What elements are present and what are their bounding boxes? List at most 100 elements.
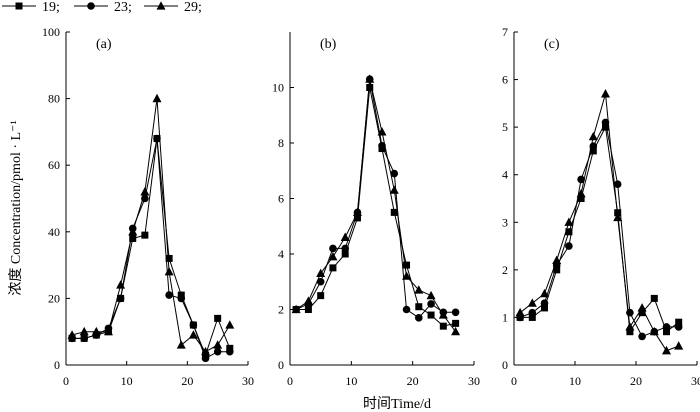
y-tick-label: 4 [278,247,284,261]
data-point [613,180,622,189]
legend-label: 19; [42,0,60,15]
data-point [451,308,460,317]
y-tick-label: 10 [272,81,284,95]
data-point [541,304,548,312]
y-tick-label: 100 [42,25,60,39]
data-point [674,341,684,350]
data-point [588,131,598,141]
data-point [79,326,89,336]
series-3 [515,89,684,355]
y-tick-label: 0 [54,358,60,372]
data-point [674,323,683,331]
x-tick-label: 10 [121,374,133,388]
series-line [296,87,456,327]
y-tick-label: 20 [48,291,60,305]
x-tick-label: 30 [691,374,700,388]
legend-item-1: 19; [2,0,60,15]
data-point [225,320,235,329]
chart-panel-2: 0 2 4 6 8 10 0 10 20 30 (b) [272,32,480,388]
data-point [650,294,658,302]
panel-label: (a) [96,37,112,52]
y-tick-label: 4 [502,168,508,182]
legend-item-3: 29; [144,0,202,15]
data-point [165,291,173,299]
series-1 [292,84,460,330]
legend-label: 23; [114,0,132,15]
data-point [165,254,173,262]
y-tick-label: 6 [502,73,508,87]
series-2 [68,134,234,363]
data-point [427,311,435,319]
data-point [226,347,234,356]
data-point [540,299,549,307]
y-tick-label: 8 [278,136,284,150]
data-point [164,266,174,276]
data-point [638,332,646,341]
legend-marker-circle [87,2,95,10]
data-point [390,208,398,216]
data-point [328,251,338,261]
data-point [451,326,461,336]
data-point [329,264,337,272]
data-point [213,347,222,356]
data-point [389,185,399,194]
data-point [565,228,573,236]
data-point [662,345,671,355]
data-point [352,207,362,216]
data-point [528,313,536,321]
chart-panel-3: 0 1 2 3 4 5 6 7 0 10 20 30 (c) [502,25,700,388]
data-point [201,346,211,356]
data-point [602,123,609,131]
x-tick-label: 30 [242,374,254,388]
legend-marker-triangle [156,1,166,10]
data-point [528,308,537,317]
data-point [415,303,423,311]
data-point [353,214,361,222]
data-point [589,147,597,155]
data-point [553,266,561,274]
y-tick-label: 40 [48,225,60,239]
series-line [71,98,231,353]
data-point [426,290,436,300]
data-point [564,217,574,226]
data-point [601,118,610,127]
data-point [116,280,126,289]
data-point [365,74,375,83]
data-point [439,322,447,330]
data-point [201,354,210,363]
data-point [613,212,623,222]
data-point [540,288,549,298]
x-tick-label: 0 [287,374,293,388]
series-line [72,138,230,360]
data-point [128,227,138,236]
x-axis-title: 时间Time/d [363,396,431,412]
data-point [577,195,585,202]
y-axis-title: 浓度 Concentration/pmol · L⁻¹ [8,120,24,295]
y-tick-label: 5 [502,120,508,134]
data-point [402,271,412,280]
y-tick-label: 1 [502,310,508,324]
data-point [153,134,161,143]
data-point [213,340,223,349]
data-point [552,255,562,264]
x-tick-label: 20 [407,374,419,388]
data-point [402,305,411,314]
y-tick-label: 7 [502,25,508,39]
legend-marker-square [15,2,23,10]
y-tick-label: 2 [502,263,508,277]
data-point [662,323,671,331]
data-point [103,326,113,336]
legend: 19; 23; 29; [2,0,202,15]
legend-label: 29; [184,0,202,15]
data-point [378,141,386,150]
data-point [626,328,634,336]
data-point [304,306,312,313]
data-point [316,277,325,286]
data-point [438,310,448,319]
data-point [340,232,350,241]
y-tick-label: 60 [48,158,60,172]
y-tick-label: 0 [502,358,508,372]
data-point [140,187,150,196]
x-tick-label: 10 [345,374,357,388]
data-point [116,294,125,303]
